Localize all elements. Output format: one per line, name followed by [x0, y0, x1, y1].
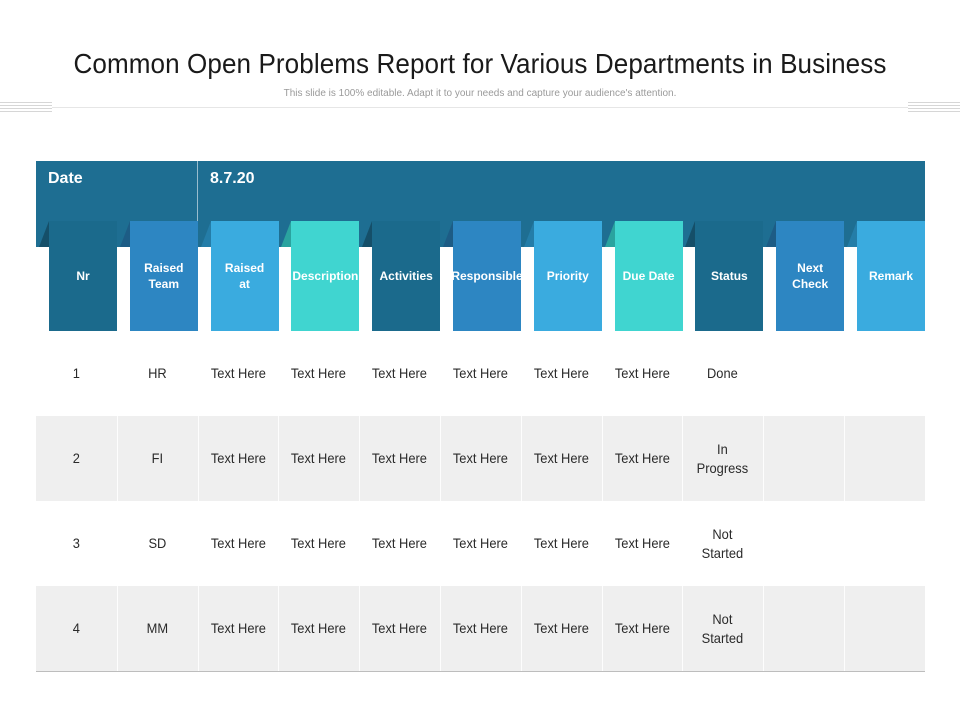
cell-responsible: Text Here [452, 365, 508, 382]
column-separator [682, 331, 684, 671]
cell-remark [847, 331, 921, 416]
cell-remark [847, 501, 921, 586]
cell-raised-at: Text Here [210, 620, 266, 637]
column-header-next-check: Next Check [776, 221, 845, 331]
cell-raised-at: Text Here [210, 450, 266, 467]
header-fold-activities [362, 221, 373, 247]
date-value: 8.7.20 [210, 170, 255, 187]
cell-priority: Text Here [533, 620, 589, 637]
cell-due-date: Text Here [614, 365, 670, 382]
cell-nr: 4 [72, 620, 80, 637]
header-fold-priority [523, 221, 534, 247]
cell-raised-at: Text Here [210, 365, 266, 382]
cell-activities: Text Here [372, 450, 428, 467]
cell-status: Not Started [702, 526, 744, 561]
cell-description: Text Here [291, 450, 347, 467]
cell-priority: Text Here [533, 535, 589, 552]
header-fold-raised-team [119, 221, 130, 247]
cell-nr: 3 [72, 535, 80, 552]
cell-status: In Progress [697, 441, 749, 476]
cell-next-check [766, 331, 840, 416]
header-fold-due-date [604, 221, 615, 247]
cell-description: Text Here [291, 620, 347, 637]
column-header-priority: Priority [533, 221, 602, 331]
column-separator [116, 331, 118, 671]
table-row [36, 586, 925, 671]
cell-responsible: Text Here [452, 620, 508, 637]
cell-raised-team: HR [147, 365, 167, 382]
slide-subtitle: This slide is 100% editable. Adapt it to… [283, 88, 677, 99]
cell-activities: Text Here [372, 535, 428, 552]
cell-next-check [766, 586, 840, 671]
column-header-raised-team: Raised Team [129, 221, 198, 331]
cell-due-date: Text Here [614, 535, 670, 552]
date-band-divider [197, 161, 198, 247]
cell-status: Not Started [702, 611, 744, 646]
cell-nr: 1 [72, 365, 80, 382]
cell-remark [847, 586, 921, 671]
header-fold-responsible [443, 221, 453, 247]
column-separator [440, 331, 441, 671]
date-label: Date [48, 170, 83, 187]
cell-responsible: Text Here [452, 450, 508, 467]
title-divider [52, 107, 908, 108]
cell-priority: Text Here [533, 365, 589, 382]
column-separator [197, 331, 199, 671]
column-separator [601, 331, 603, 671]
column-header-description: Description [291, 221, 360, 331]
cell-description: Text Here [291, 535, 347, 552]
cell-activities: Text Here [372, 365, 428, 382]
header-fold-raised-at [200, 221, 211, 247]
cell-activities: Text Here [372, 620, 428, 637]
column-separator [520, 331, 522, 671]
column-header-responsible: Responsible [451, 221, 523, 331]
cell-raised-team: SD [148, 535, 167, 552]
header-fold-nr [39, 221, 49, 247]
cell-nr: 2 [72, 450, 80, 467]
table-row [36, 416, 925, 501]
cell-status: Done [707, 365, 739, 382]
column-header-raised-at: Raised at [210, 221, 279, 331]
header-fold-status [685, 221, 696, 247]
cell-raised-team: MM [146, 620, 168, 637]
column-separator [763, 331, 765, 671]
table-bottom-border [36, 671, 925, 672]
column-header-activities: Activities [372, 221, 441, 331]
decorative-lines-right [908, 102, 960, 114]
cell-raised-at: Text Here [210, 535, 266, 552]
cell-remark [847, 416, 921, 501]
slide-title: Common Open Problems Report for Various … [73, 48, 887, 79]
cell-raised-team: FI [151, 450, 163, 467]
column-header-nr: Nr [49, 221, 117, 331]
cell-description: Text Here [291, 365, 347, 382]
decorative-lines-left [0, 102, 52, 114]
column-separator [278, 331, 280, 671]
cell-due-date: Text Here [614, 450, 670, 467]
header-fold-next-check [766, 221, 777, 247]
cell-next-check [766, 416, 840, 501]
column-separator [359, 331, 361, 671]
header-fold-description [281, 221, 292, 247]
cell-priority: Text Here [533, 450, 589, 467]
cell-due-date: Text Here [614, 620, 670, 637]
column-header-due-date: Due Date [614, 221, 683, 331]
column-header-remark: Remark [857, 221, 925, 331]
cell-responsible: Text Here [452, 535, 508, 552]
column-header-status: Status [695, 221, 764, 331]
cell-next-check [766, 501, 840, 586]
column-separator [844, 331, 845, 671]
header-fold-remark [847, 221, 857, 247]
